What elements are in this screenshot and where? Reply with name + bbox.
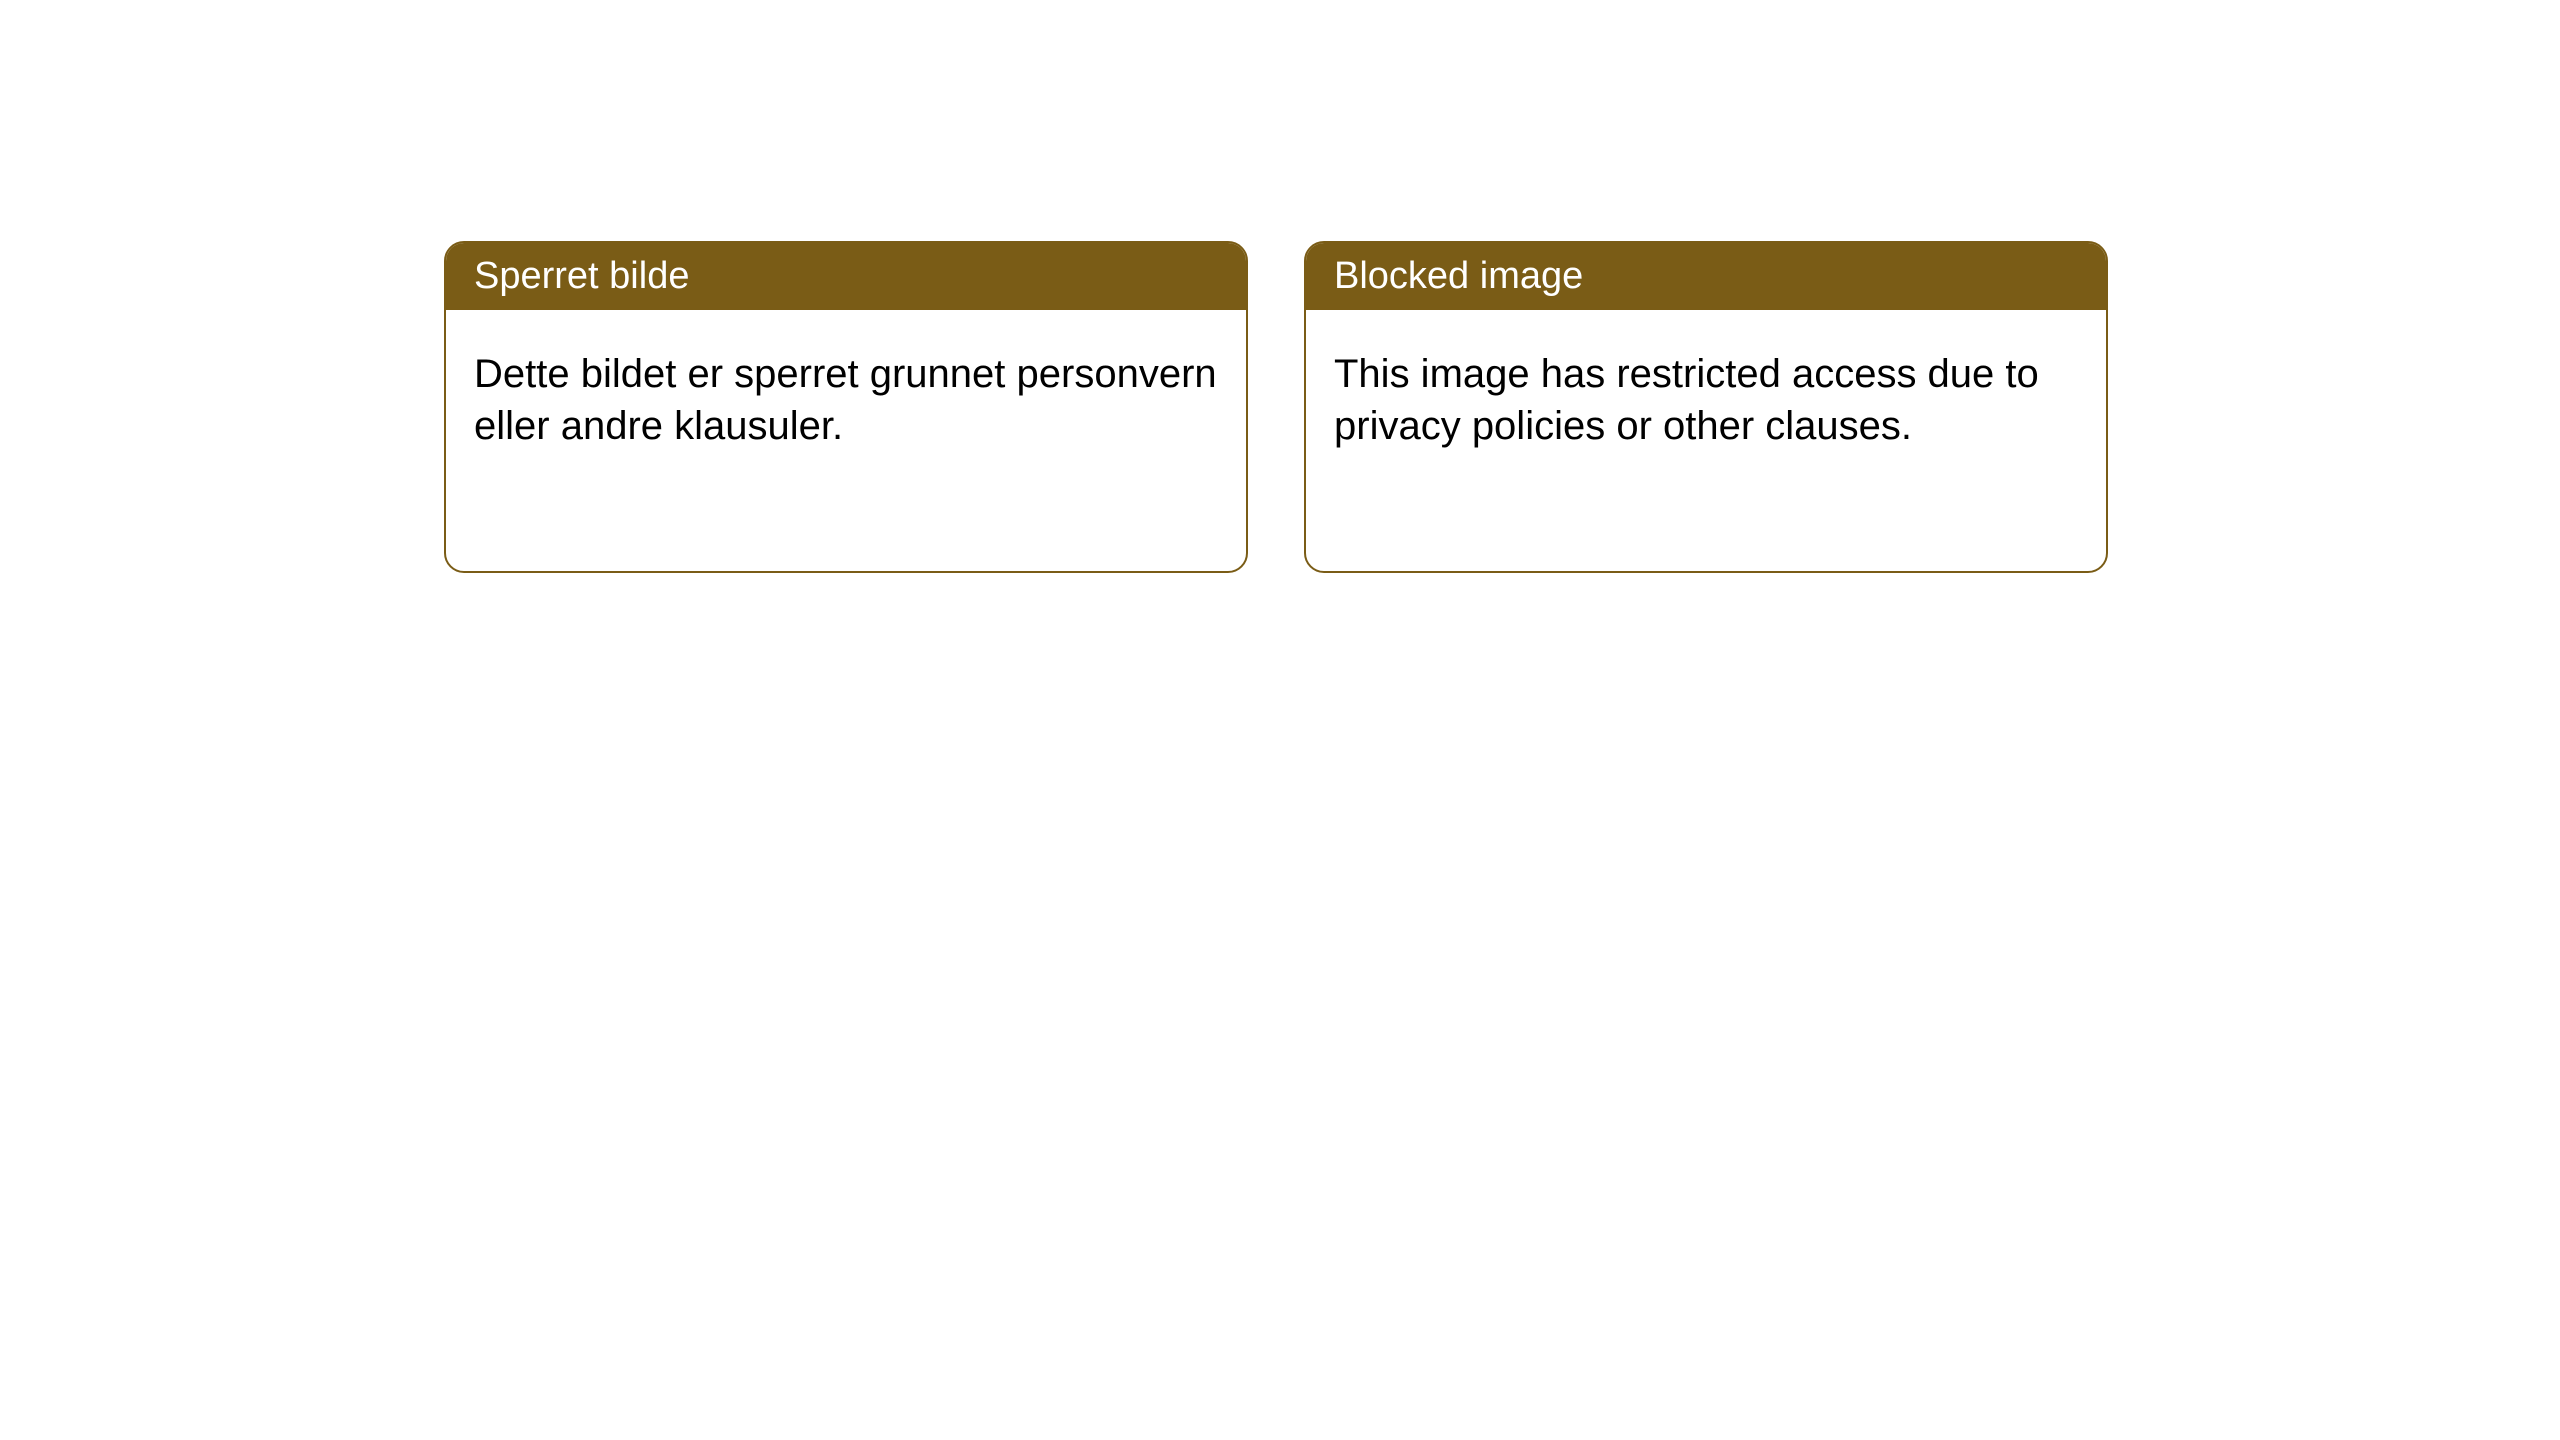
card-header-norwegian: Sperret bilde [446, 243, 1246, 310]
notice-card-english: Blocked image This image has restricted … [1304, 241, 2108, 573]
notice-container: Sperret bilde Dette bildet er sperret gr… [0, 0, 2560, 573]
card-body-norwegian: Dette bildet er sperret grunnet personve… [446, 310, 1246, 490]
card-header-english: Blocked image [1306, 243, 2106, 310]
notice-card-norwegian: Sperret bilde Dette bildet er sperret gr… [444, 241, 1248, 573]
card-body-english: This image has restricted access due to … [1306, 310, 2106, 490]
